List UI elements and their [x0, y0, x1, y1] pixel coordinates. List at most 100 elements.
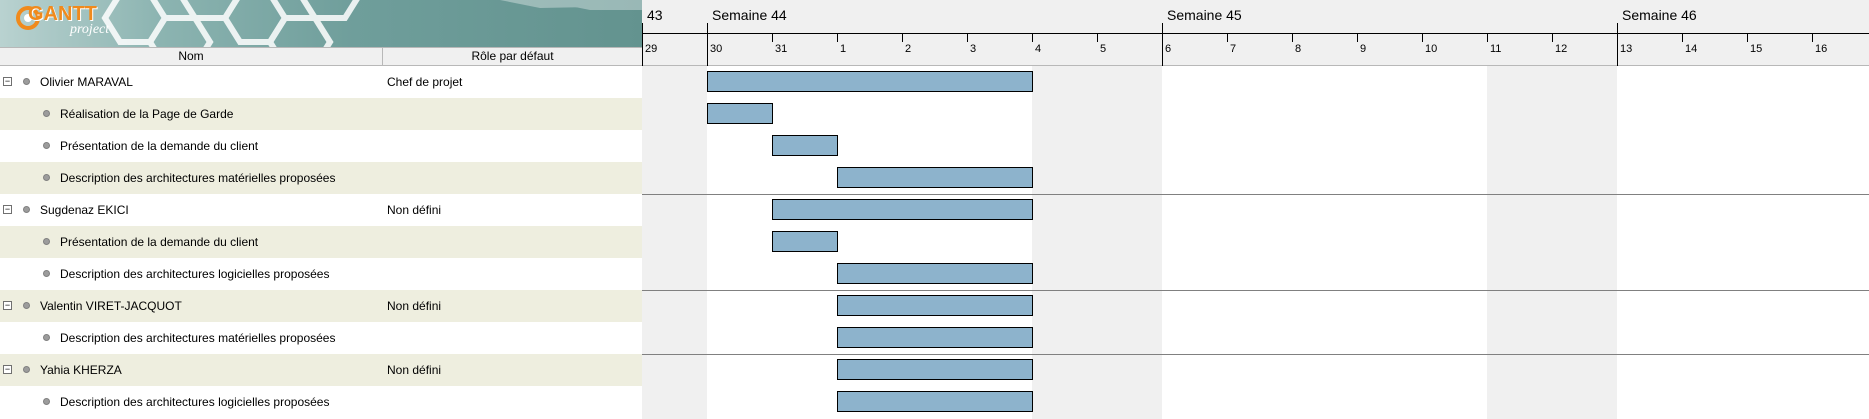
- day-label: 10: [1425, 43, 1438, 55]
- bullet-icon: [23, 78, 30, 85]
- resource-row[interactable]: − Olivier MARAVAL Chef de projet: [0, 66, 642, 98]
- day-label: 16: [1815, 43, 1828, 55]
- resource-load-bar[interactable]: [772, 199, 1033, 220]
- resource-name: Valentin VIRET-JACQUOT: [40, 299, 182, 313]
- day-tick: [707, 34, 708, 42]
- day-label: 7: [1230, 43, 1237, 55]
- column-header-name[interactable]: Nom: [0, 48, 383, 65]
- week-tick: [1162, 23, 1163, 66]
- timeline-bottom-border: [642, 65, 1869, 66]
- task-name: Description des architectures logicielle…: [60, 395, 330, 409]
- bullet-icon: [43, 174, 50, 181]
- day-tick: [1552, 34, 1553, 42]
- resource-role[interactable]: Chef de projet: [387, 75, 463, 89]
- day-label: 5: [1100, 43, 1107, 55]
- task-name: Présentation de la demande du client: [60, 139, 259, 153]
- day-label: 3: [970, 43, 977, 55]
- day-tick: [1617, 34, 1618, 42]
- weekend-column: [642, 66, 707, 419]
- weekend-column: [1097, 66, 1162, 419]
- assignment-row[interactable]: Description des architectures matérielle…: [0, 322, 642, 354]
- resource-name: Yahia KHERZA: [40, 363, 122, 377]
- assignment-bar[interactable]: [837, 263, 1033, 284]
- week-tick: [707, 23, 708, 66]
- timeline-header: 43 Semaine 44 Semaine 45 Semaine 46 29 30 31 1 2…: [642, 0, 1869, 66]
- day-label: 30: [710, 43, 723, 55]
- day-label: 12: [1555, 43, 1568, 55]
- assignment-bar[interactable]: [837, 167, 1033, 188]
- day-label: 2: [905, 43, 912, 55]
- task-name: Description des architectures logicielle…: [60, 267, 330, 281]
- resource-table-panel: GANTT project Nom Rôle par défaut − Olivi…: [0, 0, 642, 419]
- bullet-icon: [23, 302, 30, 309]
- day-label: 31: [775, 43, 788, 55]
- bullet-icon: [23, 366, 30, 373]
- resource-separator: [642, 354, 1869, 355]
- resource-load-bar[interactable]: [837, 359, 1033, 380]
- day-label: 11: [1490, 43, 1502, 55]
- collapse-toggle-icon[interactable]: −: [3, 364, 12, 374]
- day-tick: [1682, 34, 1683, 42]
- column-header-role[interactable]: Rôle par défaut: [471, 49, 554, 63]
- resource-load-bar[interactable]: [837, 295, 1033, 316]
- ganttproject-logo-banner: GANTT project: [0, 0, 642, 47]
- day-tick: [1812, 34, 1813, 42]
- resource-rows: − Olivier MARAVAL Chef de projet Réalisatio…: [0, 66, 642, 418]
- resource-role[interactable]: Non défini: [387, 363, 442, 377]
- assignment-row[interactable]: Présentation de la demande du client: [0, 226, 642, 258]
- gantt-logo-icon: [16, 6, 40, 30]
- day-tick: [1162, 34, 1163, 42]
- timeline-divider: [642, 33, 1869, 34]
- assignment-bar[interactable]: [837, 391, 1033, 412]
- assignment-row[interactable]: Description des architectures matérielle…: [0, 162, 642, 194]
- day-label: 15: [1750, 43, 1763, 55]
- resource-row[interactable]: − Sugdenaz EKICI Non défini: [0, 194, 642, 226]
- day-tick: [1422, 34, 1423, 42]
- hexagon-pattern-icon: [101, 0, 642, 47]
- assignment-row[interactable]: Présentation de la demande du client: [0, 130, 642, 162]
- assignment-bar[interactable]: [707, 103, 773, 124]
- day-tick: [1097, 34, 1098, 42]
- bullet-icon: [43, 238, 50, 245]
- day-tick: [967, 34, 968, 42]
- day-tick: [902, 34, 903, 42]
- assignment-row[interactable]: Réalisation de la Page de Garde: [0, 98, 642, 130]
- day-tick: [1487, 34, 1488, 42]
- collapse-toggle-icon[interactable]: −: [3, 76, 12, 86]
- collapse-toggle-icon[interactable]: −: [3, 204, 12, 214]
- day-label: 14: [1685, 43, 1698, 55]
- day-label: 6: [1165, 43, 1172, 55]
- resource-row[interactable]: − Yahia KHERZA Non défini: [0, 354, 642, 386]
- resource-separator: [642, 194, 1869, 195]
- resource-separator: [642, 290, 1869, 291]
- day-tick: [772, 34, 773, 42]
- assignment-bar[interactable]: [837, 327, 1033, 348]
- day-tick: [1227, 34, 1228, 42]
- assignment-bar[interactable]: [772, 135, 838, 156]
- resource-row[interactable]: − Valentin VIRET-JACQUOT Non défini: [0, 290, 642, 322]
- assignment-row[interactable]: Description des architectures logicielle…: [0, 258, 642, 290]
- task-name: Description des architectures matérielle…: [60, 171, 336, 185]
- collapse-toggle-icon[interactable]: −: [3, 300, 12, 310]
- task-name: Description des architectures matérielle…: [60, 331, 336, 345]
- week-label: Semaine 44: [712, 7, 787, 23]
- bullet-icon: [43, 142, 50, 149]
- gantt-chart-panel[interactable]: 43 Semaine 44 Semaine 45 Semaine 46 29 30 31 1 2…: [642, 0, 1869, 419]
- assignment-bar[interactable]: [772, 231, 838, 252]
- task-name: Présentation de la demande du client: [60, 235, 259, 249]
- day-tick: [1357, 34, 1358, 42]
- day-label: 1: [840, 43, 847, 55]
- assignment-row[interactable]: Description des architectures logicielle…: [0, 386, 642, 418]
- bullet-icon: [43, 110, 50, 117]
- day-tick: [837, 34, 838, 42]
- weekend-column: [1032, 66, 1097, 419]
- bullet-icon: [43, 398, 50, 405]
- day-tick: [642, 34, 643, 42]
- logo-sub-text: project: [70, 22, 110, 37]
- resource-role[interactable]: Non défini: [387, 299, 442, 313]
- task-name: Réalisation de la Page de Garde: [60, 107, 234, 121]
- bullet-icon: [43, 334, 50, 341]
- logo-brand-text: GANTT: [28, 3, 97, 25]
- resource-load-bar[interactable]: [707, 71, 1033, 92]
- resource-role[interactable]: Non défini: [387, 203, 442, 217]
